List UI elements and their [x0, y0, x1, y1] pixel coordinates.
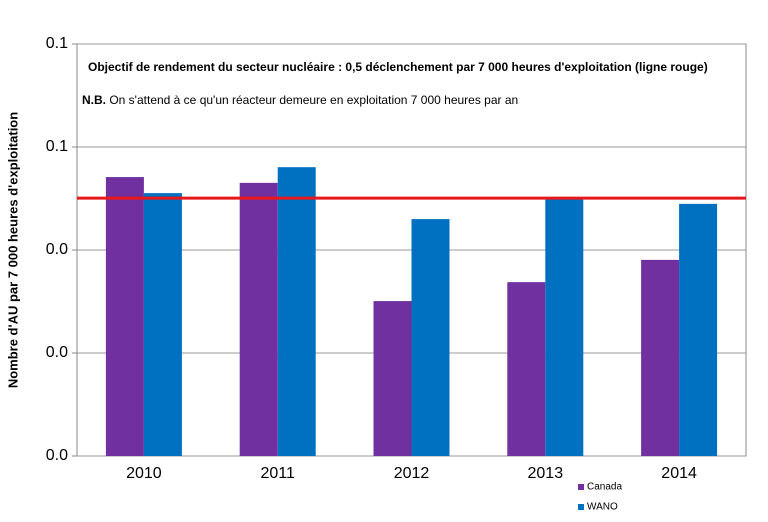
- x-tick-label: 2011: [260, 465, 295, 482]
- bar: [373, 301, 412, 456]
- bar: [143, 193, 182, 457]
- x-tick-label: 2013: [528, 465, 564, 482]
- y-tick-label: 0.0: [46, 241, 68, 258]
- bar: [411, 219, 450, 456]
- bar: [545, 198, 584, 456]
- y-tick-label: 0.1: [46, 138, 68, 155]
- bar: [641, 259, 680, 456]
- annotation: Objectif de rendement du secteur nucléai…: [88, 60, 708, 74]
- bar: [239, 182, 278, 456]
- legend-swatch: [578, 504, 584, 510]
- note-label: N.B.: [82, 93, 106, 107]
- y-tick-label: 0.0: [46, 344, 68, 361]
- y-axis-label: Nombre d'AU par 7 000 heures d'exploitat…: [5, 112, 20, 388]
- x-tick-label: 2014: [661, 465, 697, 482]
- note: N.B. On s'attend à ce qu'un réacteur dem…: [82, 93, 518, 107]
- legend-swatch: [578, 484, 584, 490]
- x-tick-label: 2012: [394, 465, 430, 482]
- bar: [679, 203, 718, 456]
- x-tick-label: 2010: [126, 465, 162, 482]
- bar: [105, 177, 144, 457]
- bar: [277, 167, 316, 457]
- note-text: On s'attend à ce qu'un réacteur demeure …: [109, 93, 518, 107]
- y-tick-label: 0.0: [46, 447, 68, 464]
- legend-label: Canada: [587, 482, 622, 493]
- y-tick-label: 0.1: [46, 35, 68, 52]
- bar: [507, 282, 546, 456]
- legend-label: WANO: [587, 502, 618, 513]
